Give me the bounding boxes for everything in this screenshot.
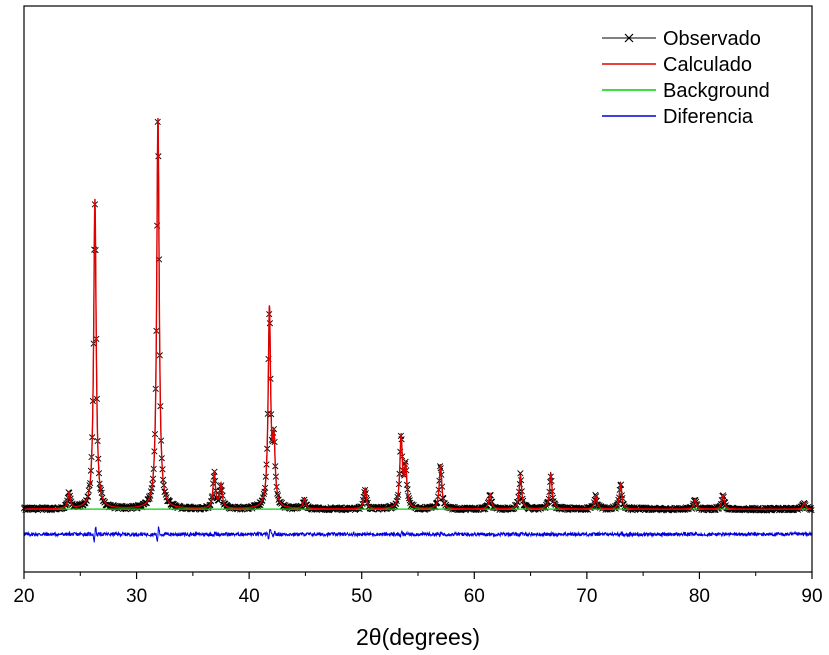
x-tick-label-60: 60: [464, 586, 485, 607]
legend-label-background: Background: [663, 80, 770, 102]
plot-area: [20, 118, 815, 543]
x-tick-label-90: 90: [801, 586, 822, 607]
x-tick-label-50: 50: [351, 586, 372, 607]
x-tick-label-70: 70: [576, 586, 597, 607]
legend-marker-observado: [624, 33, 634, 43]
x-tick-label-30: 30: [126, 586, 147, 607]
x-axis-ticks: 20 30 40 50 60 70 80 90: [13, 572, 823, 607]
x-tick-label-20: 20: [13, 586, 34, 607]
series-diferencia-line: [23, 526, 813, 543]
series-calculado-line: [24, 118, 813, 510]
x-tick-label-40: 40: [239, 586, 260, 607]
x-tick-label-80: 80: [689, 586, 710, 607]
legend-label-calculado: Calculado: [663, 54, 752, 76]
legend-label-diferencia: Diferencia: [663, 106, 754, 128]
legend-label-observado: Observado: [663, 28, 761, 50]
x-axis-label: 2θ(degrees): [356, 624, 480, 650]
legend: Observado Calculado Background Diferencia: [602, 28, 770, 128]
